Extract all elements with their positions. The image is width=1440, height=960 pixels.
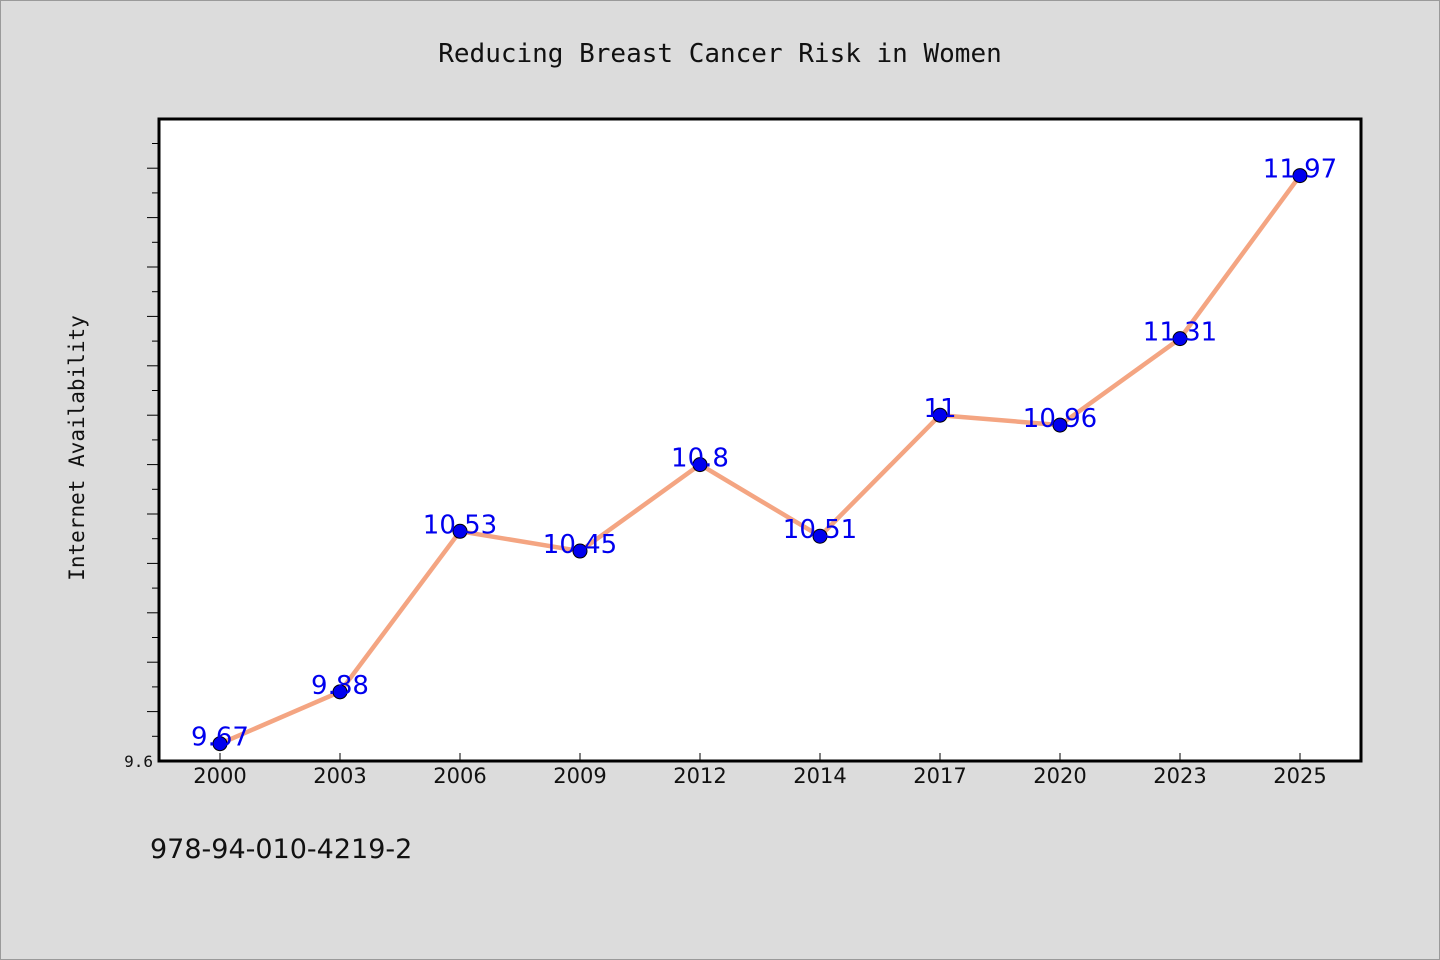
data-point-marker: [1172, 331, 1188, 347]
data-label: 10.8: [671, 444, 729, 474]
data-label: 9.88: [311, 671, 369, 701]
data-label: 9.67: [191, 723, 249, 753]
data-point-marker: [212, 736, 228, 752]
data-label: 10.96: [1023, 404, 1097, 434]
data-label: 10.45: [543, 530, 617, 560]
x-tick-label: 2023: [1153, 764, 1206, 788]
isbn-caption: 978-94-010-4219-2: [150, 834, 413, 865]
data-point-marker: [572, 543, 588, 559]
data-labels: 9.67 9.88 10.53 10.45 10.8 10.51 11 10.96 11.31 1…: [191, 155, 1337, 753]
series-markers: [212, 168, 1308, 752]
y-axis-ticks: 9.6: [124, 143, 159, 771]
data-point-marker: [812, 528, 828, 544]
data-point-marker: [332, 684, 348, 700]
plot-area: [159, 119, 1361, 761]
x-tick-label: 2017: [913, 764, 966, 788]
data-label: 11: [923, 394, 956, 424]
data-point-marker: [1292, 168, 1308, 184]
x-tick-label: 2006: [433, 764, 486, 788]
data-label: 11.31: [1143, 318, 1217, 348]
data-point-marker: [1052, 417, 1068, 433]
x-tick-label: 2020: [1033, 764, 1086, 788]
data-point-marker: [452, 523, 468, 539]
data-point-marker: [692, 457, 708, 473]
y-axis-label: Internet Availability: [65, 315, 89, 581]
x-tick-label: 2000: [193, 764, 246, 788]
x-tick-label: 2003: [313, 764, 366, 788]
x-axis: 2000 2003 2006 2009 2012 2014 2017 2020 2023 2025: [193, 753, 1327, 788]
x-tick-label: 2025: [1273, 764, 1326, 788]
data-label: 10.51: [783, 515, 857, 545]
data-point-marker: [932, 407, 948, 423]
y-tick-label: 9.6: [124, 752, 153, 771]
data-label: 11.97: [1263, 155, 1337, 185]
x-tick-label: 2012: [673, 764, 726, 788]
chart-title: Reducing Breast Cancer Risk in Women: [438, 39, 1002, 69]
plot-frame: [157, 117, 1363, 763]
series-line: [217, 173, 1303, 746]
x-tick-label: 2009: [553, 764, 606, 788]
x-tick-label: 2014: [793, 764, 846, 788]
data-label: 10.53: [423, 510, 497, 540]
